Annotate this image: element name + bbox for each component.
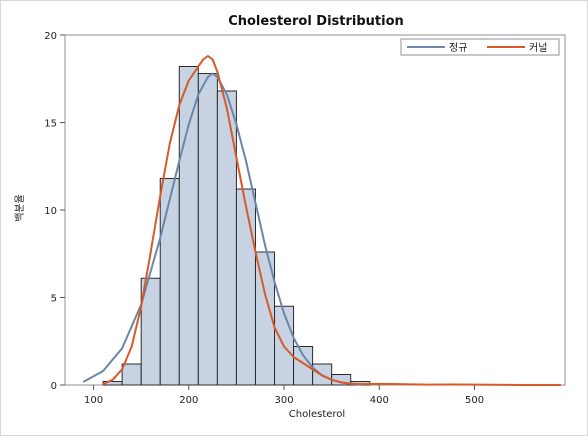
legend-box bbox=[400, 38, 560, 56]
histogram-bar bbox=[293, 346, 314, 386]
histogram-bar bbox=[235, 188, 256, 386]
x-tick-label: 300 bbox=[275, 395, 294, 406]
histogram-bar bbox=[197, 73, 218, 386]
kernel-curve bbox=[102, 55, 562, 386]
legend-label: 커널 bbox=[529, 42, 547, 54]
density-curves bbox=[83, 55, 562, 386]
histogram-bar bbox=[216, 90, 237, 386]
histogram-bar bbox=[178, 66, 199, 386]
x-axis-label: Cholesterol bbox=[289, 409, 345, 420]
x-tick-label: 400 bbox=[370, 395, 389, 406]
histogram-bar bbox=[121, 363, 142, 386]
legend-label: 정규 bbox=[449, 42, 467, 54]
y-tick-label: 20 bbox=[44, 31, 57, 42]
chart-legend: 정규 커널 bbox=[400, 38, 560, 56]
y-tick-label: 0 bbox=[51, 381, 57, 392]
histogram-bar bbox=[159, 178, 180, 386]
plot-area bbox=[64, 34, 566, 386]
y-axis-label: 백분율 bbox=[14, 194, 26, 222]
axes: 0 5 10 15 20 100 200 300 400 500 bbox=[44, 31, 484, 406]
y-tick-label: 15 bbox=[44, 119, 57, 130]
x-tick-label: 200 bbox=[179, 395, 198, 406]
y-tick-label: 5 bbox=[51, 294, 57, 305]
x-tick-label: 100 bbox=[84, 395, 103, 406]
y-tick-label: 10 bbox=[44, 206, 57, 217]
chart-title: Cholesterol Distribution bbox=[228, 14, 404, 29]
x-tick-label: 500 bbox=[465, 395, 484, 406]
